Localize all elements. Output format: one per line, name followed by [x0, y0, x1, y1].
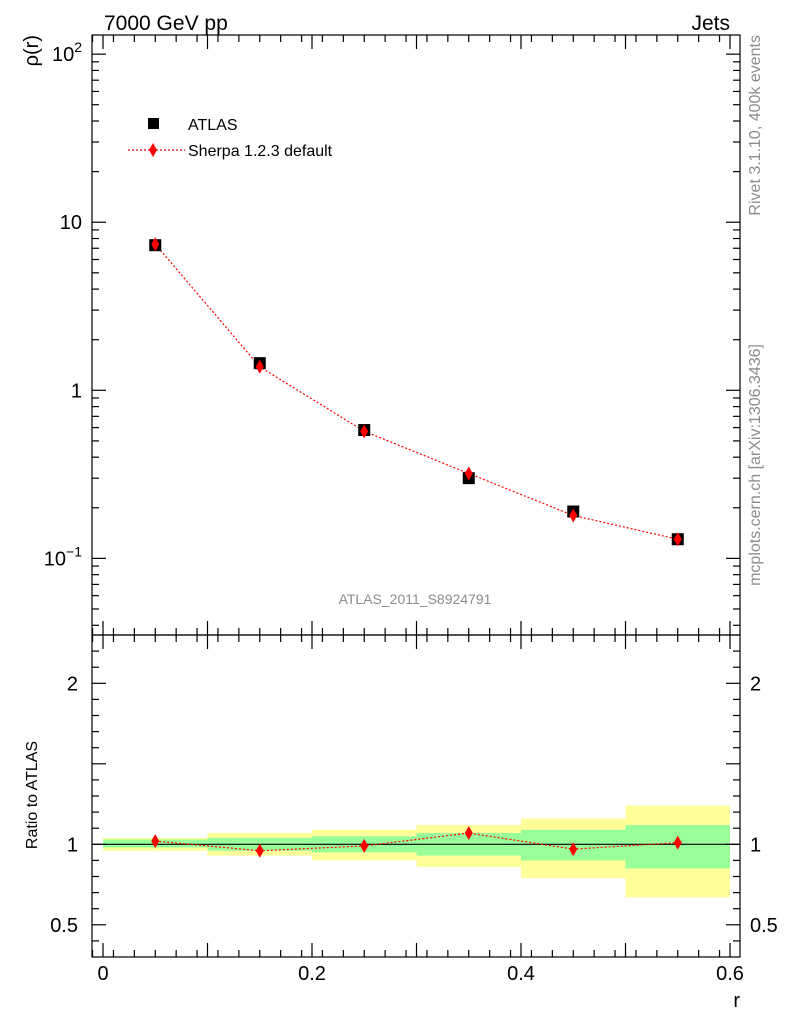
y-tick-label: 10	[60, 212, 82, 234]
main-panel: 102 10 1 10−1 ATLAS_2011_S8924791 ρ(r) ATLA…	[21, 34, 741, 636]
sherpa-point	[464, 466, 473, 481]
sherpa-point	[569, 508, 578, 523]
ratio-panel-axes: 2 2 1 1 0.5 0.5 0 0.2 0.4 0.6	[50, 634, 778, 985]
x-tick-label: 0	[97, 963, 108, 985]
sherpa-point	[151, 237, 160, 252]
legend-marker-sherpa	[149, 143, 157, 157]
ratio-panel-frame	[91, 634, 741, 958]
ratio-point	[673, 835, 682, 850]
legend: ATLAS Sherpa 1.2.3 default	[128, 117, 333, 160]
rivet-version-label: Rivet 3.1.10, 400k events	[747, 35, 764, 216]
main-panel-data	[149, 237, 684, 547]
ratio-point	[464, 826, 473, 841]
ratio-point	[151, 834, 160, 849]
ratio-y-tick-label-left: 0.5	[50, 915, 78, 937]
ratio-y-tick-label-right: 2	[750, 673, 761, 695]
legend-label-atlas: ATLAS	[188, 117, 238, 134]
y-tick-label: 10−1	[44, 543, 82, 570]
ratio-point	[255, 843, 264, 858]
x-tick-label: 0.6	[716, 963, 744, 985]
ratio-y-tick-label-right: 0.5	[750, 915, 778, 937]
y-tick-label: 102	[52, 39, 82, 66]
x-axis-label: r	[733, 990, 740, 1012]
ratio-panel-data	[151, 826, 682, 858]
y-tick-label: 1	[71, 380, 82, 402]
analysis-id-label: ATLAS_2011_S8924791	[339, 591, 492, 607]
header-process-label: Jets	[691, 12, 730, 35]
sherpa-point	[255, 359, 264, 374]
ratio-panel: 2 2 1 1 0.5 0.5 0 0.2 0.4 0.6 Ratio to ATLAS r	[24, 634, 778, 1012]
header-energy-label: 7000 GeV pp	[104, 12, 228, 35]
main-y-axis-label: ρ(r)	[21, 35, 43, 66]
ratio-point	[569, 842, 578, 857]
x-tick-label: 0.4	[507, 963, 535, 985]
ratio-y-tick-label-left: 2	[67, 673, 78, 695]
sherpa-line	[154, 243, 678, 540]
sherpa-point	[360, 424, 369, 439]
legend-marker-atlas	[148, 118, 159, 129]
ratio-y-tick-label-left: 1	[67, 834, 78, 856]
sherpa-point	[673, 532, 682, 547]
ratio-bands	[92, 805, 740, 898]
source-url-label: mcplots.cern.ch [arXiv:1306.3436]	[747, 344, 764, 586]
x-tick-label: 0.2	[298, 963, 326, 985]
ratio-y-tick-label-right: 1	[750, 834, 761, 856]
legend-label-sherpa: Sherpa 1.2.3 default	[188, 143, 333, 160]
ratio-y-axis-label: Ratio to ATLAS	[24, 741, 41, 849]
ratio-point	[360, 838, 369, 853]
